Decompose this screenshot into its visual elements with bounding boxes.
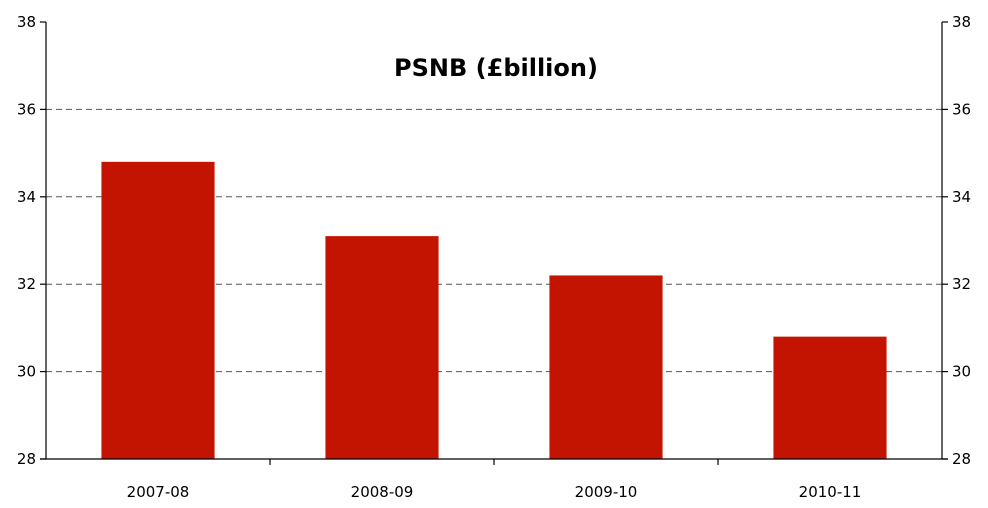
y-tick-label-right: 36 xyxy=(952,100,971,118)
axes xyxy=(40,21,948,465)
y-tick-label-left: 30 xyxy=(17,363,36,381)
y-tick-label-right: 38 xyxy=(952,13,971,31)
y-tick-label-right: 30 xyxy=(952,363,971,381)
y-tick-label-right: 28 xyxy=(952,450,971,468)
bar-2009-10 xyxy=(549,275,663,459)
bar-2010-11 xyxy=(773,336,887,459)
chart-title: PSNB (£billion) xyxy=(394,54,598,82)
x-tick-label: 2010-11 xyxy=(799,483,862,501)
bars xyxy=(101,161,887,459)
y-tick-label-right: 32 xyxy=(952,275,971,293)
y-tick-label-left: 36 xyxy=(17,100,36,118)
x-tick-label: 2007-08 xyxy=(127,483,190,501)
y-tick-label-left: 28 xyxy=(17,450,36,468)
bar-2007-08 xyxy=(101,161,215,459)
bar-2008-09 xyxy=(325,236,439,459)
y-tick-label-right: 34 xyxy=(952,188,971,206)
y-tick-label-left: 34 xyxy=(17,188,36,206)
x-tick-label: 2008-09 xyxy=(351,483,414,501)
y-tick-label-left: 32 xyxy=(17,275,36,293)
labels: 28 28 30 30 32 32 34 34 36 36 38 38 2007-08 2008-09 20… xyxy=(17,13,971,501)
y-tick-label-left: 38 xyxy=(17,13,36,31)
x-tick-label: 2009-10 xyxy=(575,483,638,501)
